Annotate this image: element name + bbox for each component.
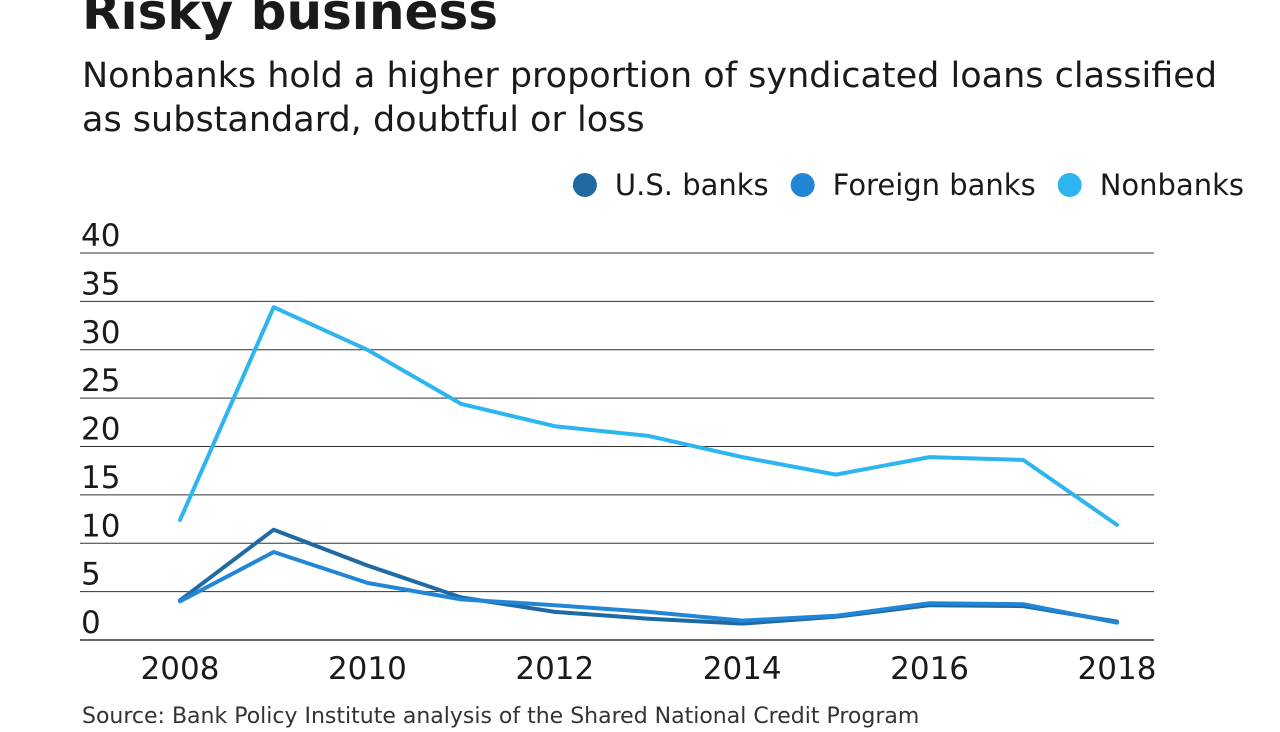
- x-tick-label: 2018: [1078, 651, 1157, 687]
- y-tick-label: 5: [81, 557, 101, 593]
- series-line-foreign-banks: [178, 550, 1119, 625]
- legend-label: U.S. banks: [615, 168, 769, 202]
- x-tick-label: 2012: [515, 651, 594, 687]
- y-axis-tick-labels: 40 35 30 25 20 15 10 5 0: [81, 218, 120, 641]
- legend-label: Foreign banks: [833, 168, 1036, 202]
- y-tick-label: 30: [81, 315, 120, 351]
- y-tick-label: 15: [81, 460, 120, 496]
- legend-swatch: [1057, 173, 1082, 197]
- x-tick-label: 2008: [141, 651, 220, 687]
- y-tick-label: 25: [81, 363, 120, 399]
- legend-item: Nonbanks: [1057, 168, 1244, 202]
- legend-label: Nonbanks: [1100, 168, 1244, 202]
- series-lines: [178, 305, 1119, 626]
- source-note: Source: Bank Policy Institute analysis o…: [82, 704, 920, 729]
- legend-item: U.S. banks: [572, 168, 769, 202]
- legend-swatch: [572, 173, 597, 197]
- x-tick-label: 2016: [890, 651, 969, 687]
- y-tick-label: 10: [81, 508, 120, 544]
- gridlines: [80, 252, 1154, 641]
- series-line-nonbanks: [178, 305, 1119, 527]
- x-axis-tick-labels: 2008 2010 2012 2014 2016 2018: [141, 651, 1157, 687]
- x-tick-label: 2014: [703, 651, 782, 687]
- x-tick-label: 2010: [328, 651, 407, 687]
- legend-swatch: [790, 173, 815, 197]
- y-tick-label: 0: [81, 605, 101, 641]
- y-tick-label: 35: [81, 266, 120, 302]
- y-tick-label: 20: [81, 412, 120, 448]
- chart-title: Risky business: [82, 0, 498, 41]
- legend-item: Foreign banks: [790, 168, 1036, 202]
- chart-subtitle: Nonbanks hold a higher proportion of syn…: [82, 56, 1218, 140]
- series-line-u-s-banks: [178, 527, 1119, 626]
- line-chart: Nonbanks Foreign banks U.S. banks 40 35 30 25…: [80, 168, 1244, 687]
- y-tick-label: 40: [81, 218, 120, 254]
- legend: Nonbanks Foreign banks U.S. banks: [572, 168, 1244, 202]
